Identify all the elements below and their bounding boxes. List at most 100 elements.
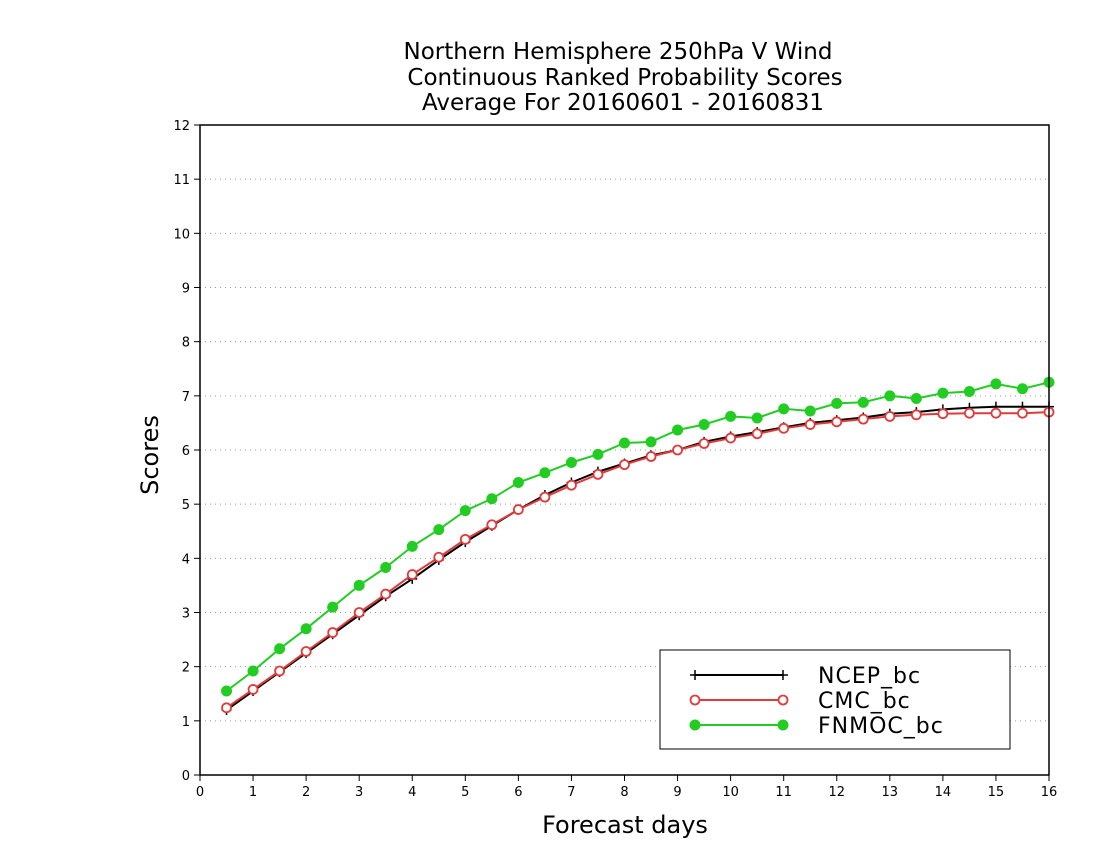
data-point (1017, 407, 1028, 419)
chart-title-line-2: Continuous Ranked Probability Scores (407, 65, 842, 91)
data-point (221, 702, 232, 714)
data-point (327, 627, 339, 638)
data-point (725, 410, 737, 422)
data-point (539, 491, 551, 503)
data-point (777, 719, 789, 731)
data-point (512, 504, 524, 515)
data-point (689, 694, 701, 706)
series-fnmoc-bc (221, 376, 1055, 697)
data-point (778, 403, 790, 415)
data-point (327, 601, 339, 613)
legend-label: CMC_bc (818, 689, 911, 714)
x-tick-label: 10 (722, 785, 739, 800)
y-tick-label: 12 (173, 119, 190, 134)
data-point (619, 437, 630, 449)
data-point (910, 393, 922, 405)
data-point (831, 416, 843, 428)
y-tick-label: 0 (182, 769, 190, 784)
data-point (964, 407, 975, 419)
data-point (751, 412, 763, 424)
x-tick-label: 3 (355, 785, 363, 800)
data-point (689, 719, 701, 731)
data-point (698, 419, 710, 431)
chart-title: Northern Hemisphere 250hPa V Wind Contin… (404, 39, 843, 116)
x-axis-label: Forecast days (542, 811, 708, 839)
x-tick-label: 8 (620, 785, 628, 800)
data-point (247, 665, 259, 677)
data-point (690, 670, 700, 680)
x-tick-label: 11 (775, 785, 792, 800)
y-tick-label: 5 (182, 498, 190, 513)
y-tick-label: 9 (182, 282, 190, 297)
data-point (459, 505, 471, 517)
data-point (380, 588, 392, 600)
legend-label: FNMOC_bc (818, 714, 944, 739)
data-point (353, 579, 365, 591)
data-point (884, 390, 896, 402)
series-line-fnmoc-bc (225, 381, 1050, 692)
x-tick-label: 12 (828, 785, 845, 800)
data-point (433, 551, 445, 563)
x-tick-label: 5 (461, 785, 469, 800)
series-cmc-bc (221, 406, 1055, 714)
data-point (592, 468, 604, 480)
x-tick-label: 15 (988, 785, 1005, 800)
data-point (221, 685, 233, 697)
x-tick-label: 2 (302, 785, 310, 800)
data-point (937, 408, 949, 420)
data-point (777, 694, 789, 706)
data-point (672, 424, 684, 436)
data-point (353, 607, 365, 618)
legend-item-ncep-bc: NCEP_bc (690, 664, 921, 689)
data-point (857, 413, 869, 425)
data-point (486, 519, 498, 531)
chart-title-line-1: Northern Hemisphere 250hPa V Wind (404, 39, 833, 65)
data-point (857, 396, 869, 408)
data-point (539, 467, 551, 479)
data-point (645, 451, 657, 462)
data-point (459, 533, 471, 545)
data-point (751, 428, 763, 440)
legend-item-fnmoc-bc: FNMOC_bc (689, 714, 944, 739)
data-point (619, 459, 630, 471)
x-tick-label: 16 (1041, 785, 1058, 800)
y-tick-label: 8 (182, 336, 190, 351)
data-point (274, 665, 285, 677)
data-point (990, 378, 1002, 390)
data-point (725, 432, 737, 444)
data-point (380, 562, 392, 574)
data-point (592, 448, 604, 460)
y-tick-label: 1 (182, 715, 190, 730)
x-tick-label: 14 (935, 785, 952, 800)
data-point (565, 456, 577, 468)
y-tick-label: 10 (173, 227, 190, 242)
legend-item-cmc-bc: CMC_bc (689, 689, 911, 714)
data-point (566, 479, 577, 491)
x-tick-label: 4 (408, 785, 416, 800)
data-point (486, 493, 498, 505)
data-point (406, 540, 418, 552)
legend-label: NCEP_bc (818, 664, 921, 689)
grid-lines (200, 178, 1049, 722)
data-point (1016, 383, 1028, 395)
data-point (990, 407, 1002, 419)
data-point (698, 438, 710, 449)
chart-title-line-3: Average For 20160601 - 20160831 (422, 90, 824, 116)
x-tick-label: 1 (249, 785, 257, 800)
series-layer (221, 376, 1055, 715)
y-tick-label: 2 (182, 661, 190, 676)
data-point (778, 422, 790, 434)
x-tick-label: 0 (196, 785, 204, 800)
data-point (831, 397, 843, 409)
data-point (884, 411, 896, 422)
data-point (406, 569, 418, 580)
plot-frame (199, 124, 1050, 776)
data-point (300, 646, 312, 657)
data-point (274, 643, 286, 655)
y-tick-label: 6 (182, 444, 190, 459)
data-point (247, 684, 259, 695)
